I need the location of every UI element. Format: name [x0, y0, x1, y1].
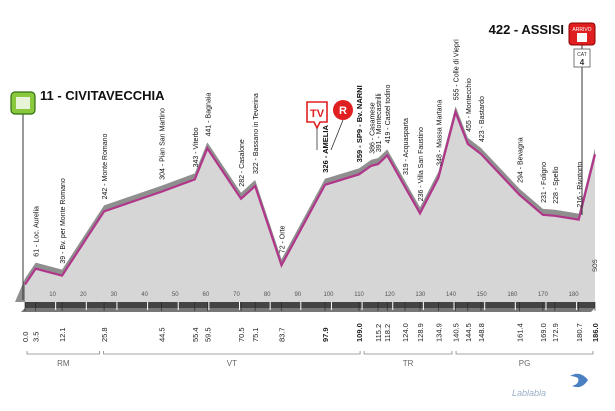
refreshment-badge-icon [333, 100, 353, 120]
km-tick-label: 80 [264, 292, 271, 298]
km-tick-label: 150 [477, 292, 488, 298]
km-label: 140.5 [452, 323, 461, 342]
distance-band [25, 302, 595, 308]
place-label: 386 - Casamese [369, 102, 376, 153]
km-label: 97.9 [321, 327, 330, 342]
km-label: 25.8 [100, 327, 109, 342]
place-label: 441 - Bagnaia [205, 93, 212, 137]
km-label: 172.9 [551, 323, 560, 342]
province-bracket [363, 351, 453, 355]
km-label: 128.9 [416, 323, 425, 342]
province-label: RM [57, 359, 70, 368]
km-label: 169.0 [539, 323, 548, 342]
finish-flag-label: ARRIVO [572, 27, 591, 33]
km-tick-label: 160 [507, 292, 518, 298]
km-tick-label: 180 [569, 292, 580, 298]
km-label: 144.5 [464, 323, 473, 342]
start-marker: 11 - CIVITAVECCHIA [10, 88, 165, 300]
km-label: 124.0 [401, 323, 410, 342]
place-label: 228 - Spello [553, 166, 560, 203]
km-label: 59.5 [203, 327, 212, 342]
place-label: 322 - Bassano in Teverina [253, 93, 260, 174]
climb-category-value: 4 [580, 58, 585, 67]
km-tick-label: 170 [538, 292, 549, 298]
km-label: 161.4 [516, 323, 525, 342]
km-tick-label: 130 [415, 292, 426, 298]
km-tick-label: 40 [141, 292, 148, 298]
badge-group: TV R [306, 100, 353, 151]
place-label: 343 - Viterbo [193, 127, 200, 167]
finish-km-marker: SOS [593, 259, 599, 272]
climb-category-label: CAT [577, 52, 587, 58]
km-tick-label: 110 [354, 292, 364, 298]
km-tick-label: 50 [172, 292, 179, 298]
km-tick-label: 120 [385, 292, 396, 298]
place-label: 419 - Castel todino [385, 84, 392, 143]
climb-category-icon [573, 48, 591, 68]
place-label: 294 - Bevagna [518, 137, 525, 183]
km-label: 148.8 [477, 323, 486, 342]
tv-badge-icon [306, 101, 328, 130]
km-tick-label: 140 [446, 292, 457, 298]
watermark: Lablabla [512, 373, 588, 398]
place-label: 555 - Colle di Viepri [454, 39, 461, 100]
place-label: 72 - Orte [280, 225, 287, 253]
province-label: TR [403, 359, 414, 368]
place-label: 348 - Massa Martana [436, 100, 443, 166]
place-label: 391 - Montecastrilli [376, 93, 383, 152]
place-label: 242 - Monte Romano [102, 134, 109, 200]
km-tick-label: 20 [80, 292, 87, 298]
province-bracket [103, 351, 361, 355]
km-label: 75.1 [251, 327, 260, 342]
km-label: 70.5 [237, 327, 246, 342]
province-label: VT [227, 359, 237, 368]
km-tick-label: 90 [294, 292, 301, 298]
profile-line [24, 108, 597, 286]
place-label: 423 - Bastardo [479, 96, 486, 142]
km-label: 0.0 [21, 332, 30, 342]
place-label: 216 - Rivotorto [577, 162, 584, 208]
place-label: 319 - Acquasparta [403, 118, 410, 175]
refreshment-badge-label: R [339, 105, 347, 117]
province-label: PG [519, 359, 531, 368]
km-label: 115.2 [374, 324, 383, 342]
place-label: 304 - Pian San Martino [159, 108, 166, 180]
place-label: 326 - AMELIA [321, 125, 330, 173]
tv-badge-label: TV [310, 108, 325, 120]
watermark-logo-icon [570, 373, 588, 388]
finish-location-label: 422 - ASSISI [489, 22, 564, 37]
start-location-label: 11 - CIVITAVECCHIA [40, 88, 165, 103]
km-label: 134.9 [434, 323, 443, 342]
profile-area [25, 112, 595, 302]
km-label: 44.5 [157, 327, 166, 342]
watermark-text: Lablabla [512, 388, 546, 398]
km-label: 3.5 [32, 332, 41, 342]
place-label: 359 - SP9 - Bv. NARNI [355, 85, 364, 162]
place-label: 61 - Loc. Aurelia [34, 206, 41, 257]
place-label: 236 - Villa San Faustino [418, 127, 425, 201]
km-label: 55.4 [191, 327, 200, 342]
km-label: 12.1 [58, 327, 67, 342]
distance-band-shadow [21, 308, 595, 312]
km-label: 186.0 [591, 323, 600, 342]
place-label: 39 - Bv. per Monte Romano [60, 178, 67, 264]
km-tick-label: 100 [323, 292, 334, 298]
km-tick-label: 60 [203, 292, 210, 298]
km-tick-label: 10 [49, 292, 56, 298]
province-bracket [26, 351, 101, 355]
province-bracket [455, 351, 594, 355]
km-tick-label: 70 [233, 292, 240, 298]
place-label: 455 - Montecchio [466, 78, 473, 132]
km-label: 109.0 [355, 323, 364, 342]
place-label: 282 - Casalone [239, 139, 246, 187]
km-label: 83.7 [278, 327, 287, 342]
km-tick-label: 30 [111, 292, 118, 298]
place-label: 231 - Foligno [541, 162, 548, 203]
finish-marker: ARRIVO 422 - ASSISI CAT 4 [489, 22, 596, 215]
km-label: 118.2 [383, 324, 392, 342]
km-label: 180.7 [575, 323, 584, 342]
